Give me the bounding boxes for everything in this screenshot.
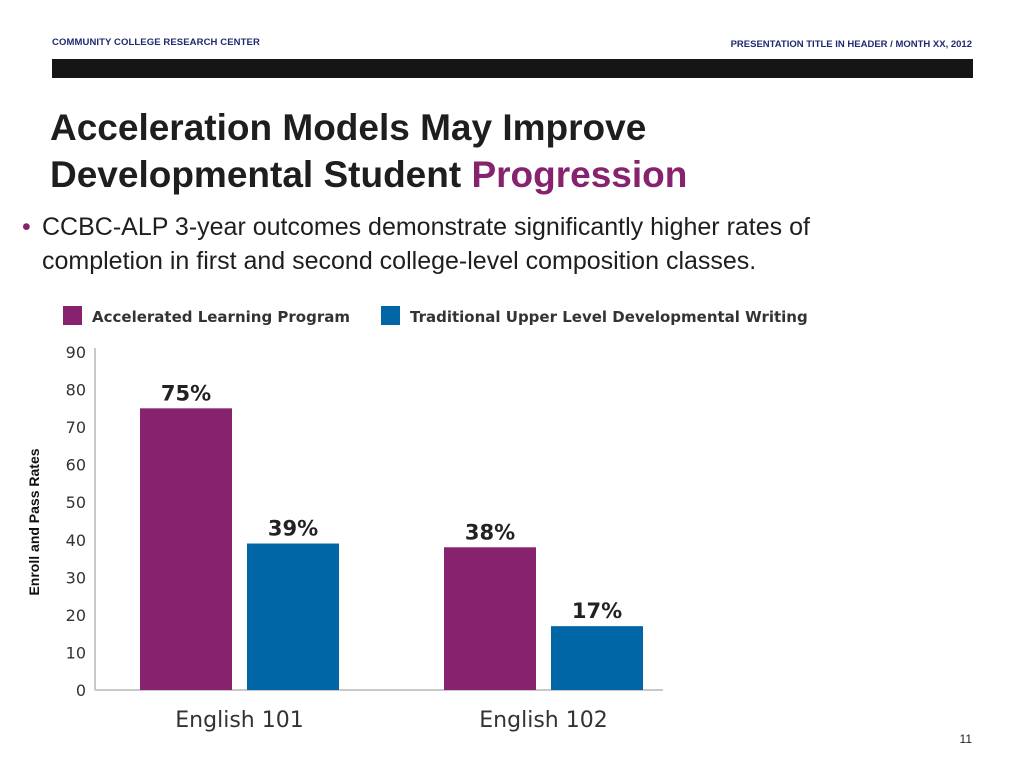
y-tick-label-50: 50 (66, 493, 86, 512)
y-tick-label-70: 70 (66, 418, 86, 437)
header-organization: COMMUNITY COLLEGE RESEARCH CENTER (52, 37, 260, 48)
bullet-line-1: CCBC-ALP 3-year outcomes demonstrate sig… (42, 213, 810, 241)
y-tick-label-30: 30 (66, 568, 86, 587)
header-presentation-title: PRESENTATION TITLE IN HEADER / MONTH XX,… (730, 39, 972, 50)
y-tick-label-90: 90 (66, 343, 86, 362)
data-label-1-series-2: 39% (268, 517, 318, 541)
page-number: 11 (959, 732, 972, 746)
bullet-line-2: completion in first and second college-l… (42, 247, 757, 275)
data-label-1-series-1: 75% (161, 381, 211, 405)
y-tick-label-80: 80 (66, 381, 86, 400)
data-label-2-series-2: 17% (572, 599, 622, 623)
x-category-label-2: English 102 (479, 708, 607, 733)
y-tick-label-20: 20 (66, 606, 86, 625)
y-tick-label-10: 10 (66, 643, 86, 662)
y-tick-label-40: 40 (66, 531, 86, 550)
legend-label-1: Accelerated Learning Program (92, 308, 350, 326)
legend-swatch-2 (381, 306, 400, 325)
title-line-2: Developmental Student (50, 154, 472, 195)
bullet-dot-icon: • (22, 213, 31, 241)
bar-2-series-1 (444, 547, 536, 690)
title-line-1: Acceleration Models May Improve (50, 107, 647, 148)
legend-label-2: Traditional Upper Level Developmental Wr… (410, 308, 808, 326)
bar-1-series-2 (247, 543, 339, 690)
bullet-point: • CCBC-ALP 3-year outcomes demonstrate si… (22, 210, 952, 278)
bar-1-series-1 (140, 408, 232, 690)
bar-2-series-2 (551, 626, 643, 690)
x-category-label-1: English 101 (175, 708, 303, 733)
legend-swatch-1 (63, 306, 82, 325)
slide-title: Acceleration Models May Improve Developm… (50, 104, 687, 198)
title-accent-word: Progression (471, 154, 688, 195)
y-tick-label-0: 0 (76, 681, 86, 700)
header-bar (52, 59, 973, 78)
data-label-2-series-1: 38% (465, 520, 515, 544)
y-tick-label-60: 60 (66, 456, 86, 475)
